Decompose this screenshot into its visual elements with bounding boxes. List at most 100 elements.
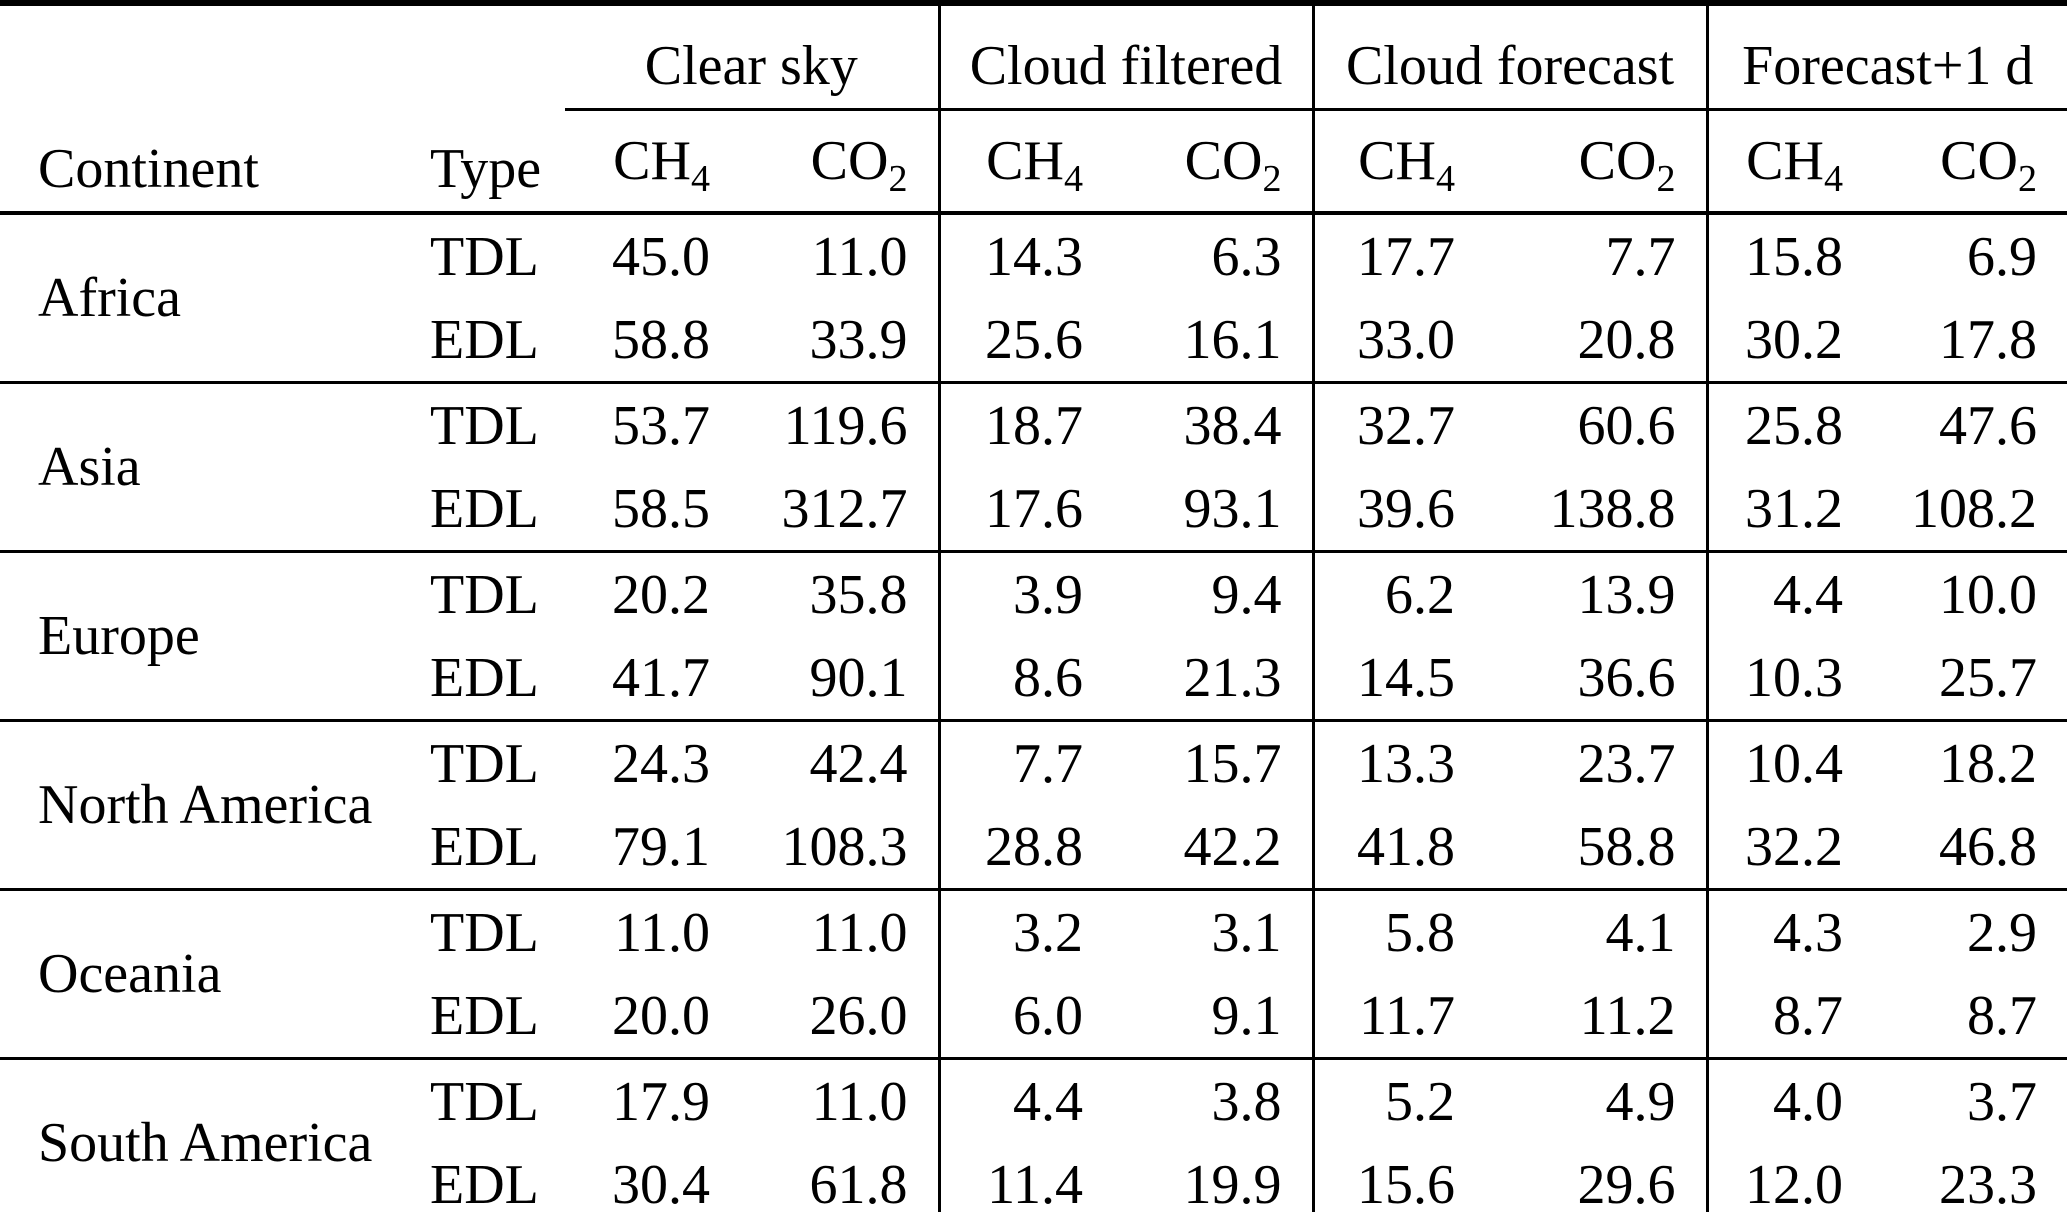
col-header-continent: Continent [0, 3, 430, 215]
table-row: North America TDL 24.3 42.4 7.7 15.7 13.… [0, 720, 2067, 836]
type-label: EDL [430, 1153, 539, 1212]
cell-value: 42.4 [809, 732, 908, 795]
cell-value: 60.6 [1577, 394, 1676, 457]
type-label: TDL [430, 1070, 539, 1133]
cell-value: 108.3 [781, 815, 908, 878]
ch4-label: CH [986, 130, 1064, 192]
continent-block-oceania: Oceania TDL 11.0 11.0 3.2 3.1 5.8 4.1 4.… [0, 889, 2067, 1059]
continent-block-north-america: North America TDL 24.3 42.4 7.7 15.7 13.… [0, 720, 2067, 890]
cell-value: 4.4 [1705, 551, 1873, 636]
subheader-row: CH4 CO2 CH4 CO2 CH4 CO2 CH4 CO2 [0, 109, 2067, 215]
cell-value: 10.4 [1705, 720, 1873, 805]
cell-value: 16.1 [1183, 308, 1282, 371]
cell-value: 32.2 [1705, 805, 1873, 890]
table-row: EDL 41.7 90.1 8.6 21.3 14.5 36.6 10.3 25… [0, 636, 2067, 721]
type-label: EDL [430, 477, 539, 540]
co2-subscript: 2 [1262, 158, 1282, 201]
cell-value: 11.4 [937, 1143, 1113, 1212]
cell-value: 7.7 [937, 720, 1113, 805]
col-header-co2: CO2 [1113, 109, 1313, 215]
cell-value: 7.7 [1605, 225, 1676, 288]
cell-value: 33.0 [1311, 298, 1485, 383]
cell-value: 4.0 [1705, 1058, 1873, 1143]
cell-value: 5.8 [1311, 889, 1485, 974]
cell-value: 6.3 [1211, 225, 1282, 288]
cell-value: 17.9 [612, 1070, 710, 1133]
type-label: TDL [430, 901, 539, 964]
cell-value: 25.7 [1939, 646, 2038, 709]
type-label: EDL [430, 646, 539, 709]
cell-value: 6.0 [937, 974, 1113, 1059]
cell-value: 58.8 [612, 308, 710, 371]
cell-value: 8.7 [1705, 974, 1873, 1059]
cell-value: 29.6 [1577, 1153, 1676, 1212]
col-header-ch4: CH4 [937, 109, 1113, 215]
continent-label: Europe [38, 605, 200, 667]
group-header-cloud-forecast: Cloud forecast [1311, 3, 1707, 111]
cell-value: 14.5 [1311, 636, 1485, 721]
cell-value: 20.0 [612, 984, 710, 1047]
cell-value: 45.0 [612, 225, 710, 288]
cell-value: 33.9 [809, 308, 908, 371]
cell-value: 2.9 [1967, 901, 2038, 964]
cell-value: 26.0 [809, 984, 908, 1047]
cell-value: 42.2 [1183, 815, 1282, 878]
cell-value: 38.4 [1183, 394, 1282, 457]
table-row: Africa TDL 45.0 11.0 14.3 6.3 17.7 7.7 1… [0, 213, 2067, 329]
table-row: EDL 20.0 26.0 6.0 9.1 11.7 11.2 8.7 8.7 [0, 974, 2067, 1059]
cell-value: 12.0 [1705, 1143, 1873, 1212]
cell-value: 11.7 [1311, 974, 1485, 1059]
cell-value: 11.0 [811, 901, 908, 964]
table-row: Asia TDL 53.7 119.6 18.7 38.4 32.7 60.6 … [0, 382, 2067, 498]
group-header-cloud-filtered: Cloud filtered [937, 3, 1313, 111]
col-header-co2: CO2 [1873, 109, 2067, 215]
cell-value: 41.8 [1311, 805, 1485, 890]
cell-value: 8.7 [1967, 984, 2038, 1047]
col-header-ch4: CH4 [1311, 109, 1485, 215]
cell-value: 46.8 [1939, 815, 2038, 878]
cell-value: 4.3 [1705, 889, 1873, 974]
cell-value: 14.3 [937, 213, 1113, 298]
cell-value: 58.5 [612, 477, 710, 540]
table-row: Oceania TDL 11.0 11.0 3.2 3.1 5.8 4.1 4.… [0, 889, 2067, 1005]
cell-value: 31.2 [1705, 467, 1873, 552]
ch4-label: CH [1746, 130, 1824, 192]
continent-block-asia: Asia TDL 53.7 119.6 18.7 38.4 32.7 60.6 … [0, 382, 2067, 552]
type-label: EDL [430, 815, 539, 878]
cell-value: 10.0 [1939, 563, 2038, 626]
cell-value: 47.6 [1939, 394, 2038, 457]
cell-value: 32.7 [1311, 382, 1485, 467]
continent-block-europe: Europe TDL 20.2 35.8 3.9 9.4 6.2 13.9 4.… [0, 551, 2067, 721]
continent-block-south-america: South America TDL 17.9 11.0 4.4 3.8 5.2 … [0, 1058, 2067, 1212]
co2-label: CO [1184, 130, 1263, 192]
cell-value: 53.7 [612, 394, 710, 457]
cell-value: 6.9 [1967, 225, 2038, 288]
col-header-type: Type [430, 3, 565, 215]
table-row: Europe TDL 20.2 35.8 3.9 9.4 6.2 13.9 4.… [0, 551, 2067, 667]
cell-value: 35.8 [809, 563, 908, 626]
cell-value: 11.2 [1579, 984, 1676, 1047]
cell-value: 90.1 [809, 646, 908, 709]
cell-value: 15.8 [1705, 213, 1873, 298]
cell-value: 10.3 [1705, 636, 1873, 721]
cell-value: 30.4 [612, 1153, 710, 1212]
cell-value: 312.7 [781, 477, 908, 540]
table-row: EDL 58.5 312.7 17.6 93.1 39.6 138.8 31.2… [0, 467, 2067, 552]
cell-value: 3.9 [937, 551, 1113, 636]
ch4-subscript: 4 [1063, 158, 1083, 201]
cell-value: 17.8 [1939, 308, 2038, 371]
cell-value: 61.8 [809, 1153, 908, 1212]
cell-value: 11.0 [614, 901, 710, 964]
group-header-row: Continent Type Clear sky Cloud filtered … [0, 3, 2067, 215]
continent-label: Africa [38, 267, 182, 329]
continent-label: South America [38, 1112, 373, 1174]
co2-label: CO [1940, 130, 2018, 192]
cell-value: 13.3 [1311, 720, 1485, 805]
cell-value: 9.4 [1211, 563, 1282, 626]
col-header-co2: CO2 [1485, 109, 1707, 215]
cell-value: 8.6 [937, 636, 1113, 721]
type-label: TDL [430, 225, 539, 288]
group-header-clear-sky: Clear sky [565, 3, 939, 111]
cell-value: 93.1 [1183, 477, 1282, 540]
